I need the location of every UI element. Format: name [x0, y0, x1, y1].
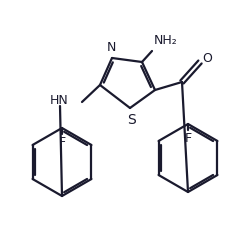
- Text: NH₂: NH₂: [154, 34, 178, 47]
- Text: F: F: [59, 136, 66, 149]
- Text: F: F: [184, 132, 192, 145]
- Text: N: N: [106, 41, 116, 54]
- Text: O: O: [202, 53, 212, 65]
- Text: S: S: [127, 113, 135, 127]
- Text: HN: HN: [49, 94, 68, 106]
